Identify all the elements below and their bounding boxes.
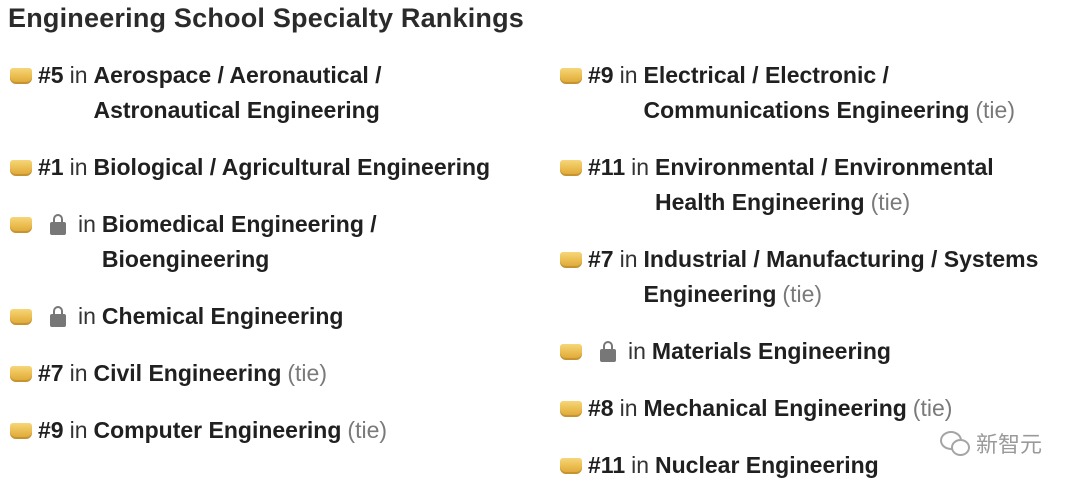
tie-label: (tie) (782, 281, 823, 307)
specialty-line: Biomedical Engineering / (102, 207, 377, 242)
specialty-line: Nuclear Engineering (655, 448, 879, 483)
page-title: Engineering School Specialty Rankings (8, 3, 525, 33)
in-label: in (631, 154, 650, 180)
rank-number: #8 (588, 395, 614, 421)
specialty-name: Aerospace / Aeronautical / (93, 62, 382, 88)
ranking-item: in Biomedical Engineering / Bioengineering (10, 207, 377, 277)
ranking-item: #7 in Industrial / Manufacturing / Systems… (560, 242, 1038, 312)
in-label: in (78, 303, 96, 329)
medal-icon (560, 344, 582, 360)
specialty-line: Engineering (tie) (644, 277, 1039, 312)
tie-label: (tie) (975, 97, 1015, 123)
specialty-line: Electrical / Electronic / (644, 58, 1016, 93)
medal-icon (560, 68, 582, 84)
rank-number: #9 (588, 62, 614, 88)
specialty-line: Mechanical Engineering (tie) (644, 391, 953, 426)
medal-icon (560, 458, 582, 474)
specialty-name: Industrial / Manufacturing / Systems (643, 246, 1039, 272)
rank-number: #7 (588, 246, 614, 272)
tie-label: (tie) (912, 395, 953, 421)
ranking-item: in Chemical Engineering (10, 299, 343, 334)
medal-icon (10, 68, 32, 84)
ranking-item: in Materials Engineering (560, 334, 891, 369)
tie-label: (tie) (870, 189, 911, 215)
ranking-item: #11 in Nuclear Engineering (560, 448, 879, 483)
tie-label: (tie) (287, 360, 327, 386)
specialty-name: Biological / Agricultural Engineering (93, 154, 491, 180)
in-label: in (619, 395, 638, 421)
ranking-item: #1 in Biological / Agricultural Engineerin… (10, 150, 490, 185)
specialty-name: Nuclear Engineering (655, 452, 879, 478)
specialty-name: Health Engineering (655, 189, 865, 215)
specialty-line: Aerospace / Aeronautical / (94, 58, 382, 93)
specialty-name: Civil Engineering (93, 360, 282, 386)
rank-number: #1 (38, 154, 64, 180)
medal-icon (10, 160, 32, 176)
rank-number: #7 (38, 360, 64, 386)
in-label: in (619, 246, 638, 272)
in-label: in (631, 452, 650, 478)
ranking-item: #7 in Civil Engineering (tie) (10, 356, 327, 391)
ranking-item: #11 in Environmental / Environmental Health… (560, 150, 994, 220)
in-label: in (69, 154, 88, 180)
specialty-line: Bioengineering (102, 242, 377, 277)
tie-label: (tie) (347, 417, 388, 443)
medal-icon (560, 160, 582, 176)
in-label: in (628, 338, 646, 364)
specialty-line: Chemical Engineering (102, 299, 344, 334)
rank-number: #11 (588, 452, 626, 478)
medal-icon (560, 252, 582, 268)
medal-icon (10, 423, 32, 439)
specialty-line: Astronautical Engineering (94, 93, 382, 128)
medal-icon (10, 217, 32, 233)
watermark-text: 新智元 (975, 432, 1042, 457)
specialty-line: Civil Engineering (tie) (94, 356, 328, 391)
lock-icon (50, 214, 66, 235)
wechat-icon (939, 431, 970, 456)
specialty-line: Environmental / Environmental (655, 150, 994, 185)
specialty-name: Materials Engineering (651, 338, 891, 364)
rank-number: #11 (588, 154, 626, 180)
lock-icon (50, 306, 66, 327)
specialty-line: Health Engineering (tie) (655, 185, 994, 220)
in-label: in (78, 211, 96, 237)
medal-icon (10, 366, 32, 382)
specialty-line: Industrial / Manufacturing / Systems (644, 242, 1039, 277)
in-label: in (69, 62, 88, 88)
medal-icon (560, 401, 582, 417)
ranking-item: #9 in Computer Engineering (tie) (10, 413, 387, 448)
rank-number: #5 (38, 62, 64, 88)
medal-icon (10, 309, 32, 325)
in-label: in (69, 417, 88, 443)
rank-number: #9 (38, 417, 64, 443)
specialty-name: Astronautical Engineering (93, 97, 380, 123)
specialty-name: Computer Engineering (93, 417, 342, 443)
specialty-name: Chemical Engineering (101, 303, 344, 329)
specialty-name: Mechanical Engineering (643, 395, 907, 421)
specialty-line: Computer Engineering (tie) (94, 413, 388, 448)
ranking-item: #9 in Electrical / Electronic / Communicati… (560, 58, 1015, 128)
specialty-name: Engineering (643, 281, 777, 307)
lock-icon (600, 341, 616, 362)
specialty-name: Communications Engineering (643, 97, 970, 123)
specialty-line: Materials Engineering (652, 334, 891, 369)
watermark: 新智元 (939, 427, 1042, 459)
ranking-item: #8 in Mechanical Engineering (tie) (560, 391, 952, 426)
specialty-line: Communications Engineering (tie) (644, 93, 1016, 128)
in-label: in (619, 62, 638, 88)
specialty-name: Environmental / Environmental (655, 154, 994, 180)
specialty-name: Bioengineering (101, 246, 270, 272)
ranking-item: #5 in Aerospace / Aeronautical / Astronauti… (10, 58, 382, 128)
specialty-line: Biological / Agricultural Engineering (94, 150, 491, 185)
specialty-name: Biomedical Engineering / (101, 211, 377, 237)
in-label: in (69, 360, 88, 386)
specialty-name: Electrical / Electronic / (643, 62, 889, 88)
